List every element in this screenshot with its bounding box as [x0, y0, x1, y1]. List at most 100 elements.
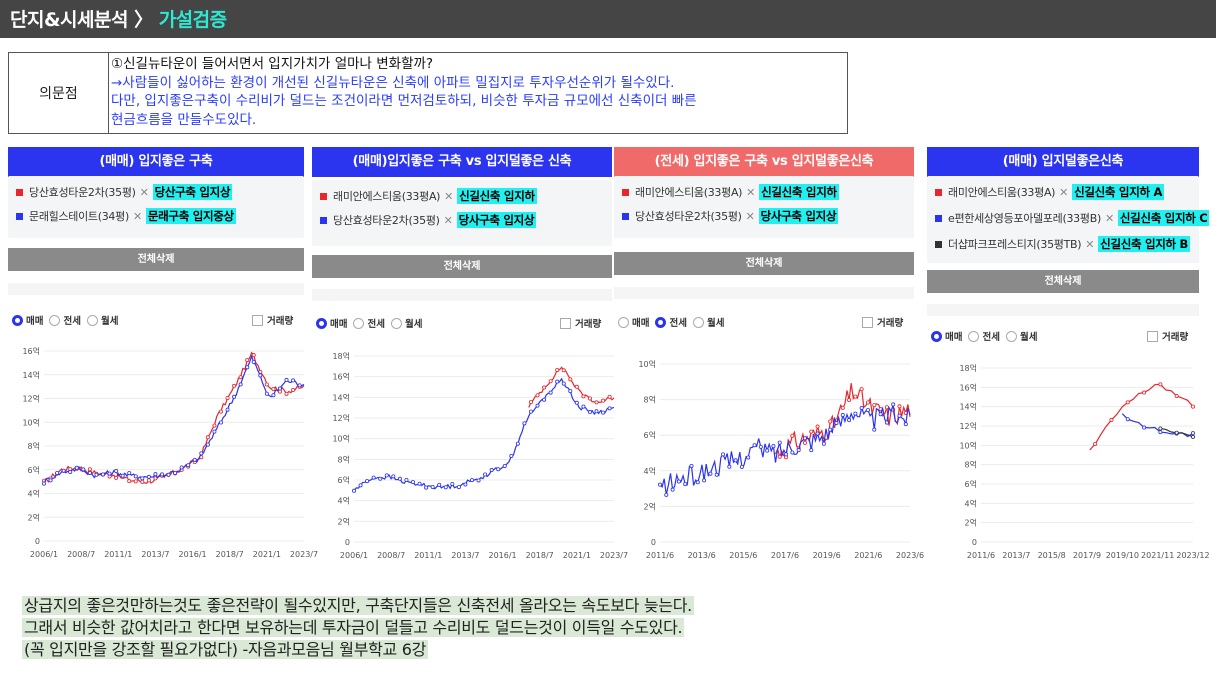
data-point: [107, 471, 112, 476]
checkbox-box[interactable]: [862, 316, 873, 328]
remove-icon[interactable]: ✕: [132, 209, 142, 223]
trade-type-radio-group: 매매 전세 월세: [612, 315, 724, 329]
data-point: [561, 381, 566, 386]
x-tick-label: 2008/7: [377, 551, 405, 560]
radio-button[interactable]: [390, 317, 402, 329]
data-point: [535, 393, 540, 398]
remove-icon[interactable]: ✕: [443, 213, 453, 227]
panel-title: (매매) 입지좋은 구축: [8, 147, 304, 177]
checkbox-box[interactable]: [560, 317, 571, 329]
complex-name: 래미안에스티움(33평A): [635, 186, 743, 199]
data-point: [587, 396, 592, 401]
radio-button[interactable]: [353, 317, 365, 329]
remove-icon[interactable]: ✕: [444, 189, 454, 203]
data-point: [607, 406, 612, 411]
complex-tag: 신길신축 입지하 C: [1117, 210, 1210, 226]
radio-button[interactable]: [316, 317, 327, 329]
radio-button[interactable]: [692, 316, 704, 328]
data-point: [765, 448, 770, 453]
x-tick-label: 2008/7: [67, 550, 95, 559]
radio-button[interactable]: [968, 330, 980, 342]
data-point: [87, 470, 92, 475]
radio-button[interactable]: [1005, 330, 1017, 342]
radio-label: 전세: [982, 332, 1000, 343]
price-chart: 10억 8억 6억 4억 2억 0 2011/6 2013/6 2015/6 2017/6 2019…: [638, 359, 924, 560]
data-point: [847, 418, 852, 423]
x-tick-label: 2019/6: [813, 551, 841, 560]
note-line-3: (꼭 입지만을 강조할 필요가없다) -자음과모음님 월부학교 6강: [22, 640, 429, 659]
complex-tag: 신길신축 입지하: [759, 184, 839, 200]
page-header: 단지&시세분석 〉 가설검증: [0, 0, 1216, 38]
data-point: [384, 473, 389, 478]
data-point: [727, 464, 732, 469]
y-tick-label: 2억: [644, 501, 656, 511]
delete-all-button[interactable]: 전체삭제: [312, 255, 612, 278]
radio-label: 월세: [404, 319, 423, 330]
delete-all-button[interactable]: 전체삭제: [927, 270, 1199, 293]
conclusion-note: 상급지의 좋은것만하는것도 좋은전략이 될수있지만, 구축단지들은 신축전세 올…: [22, 595, 694, 661]
remove-icon[interactable]: ✕: [139, 185, 149, 199]
radio-button[interactable]: [655, 316, 667, 328]
x-tick-label: 2023/7: [600, 551, 628, 560]
delete-all-button[interactable]: 전체삭제: [8, 248, 304, 271]
volume-checkbox[interactable]: 거래량: [560, 316, 601, 330]
data-point: [94, 472, 99, 477]
remove-icon[interactable]: ✕: [745, 209, 755, 223]
data-point: [146, 478, 151, 483]
x-tick-label: 2019/10: [1106, 551, 1139, 560]
series-color-marker: [320, 192, 327, 200]
y-tick-label: 2억: [338, 516, 350, 526]
complex-item: 래미안에스티움(33평A) ✕ 신길신축 입지하 A: [935, 184, 1165, 200]
complex-tag: 당사구축 입지상: [456, 212, 537, 228]
data-point: [897, 404, 902, 409]
complex-name: 당산효성타운2차(35평): [333, 214, 440, 227]
delete-all-button[interactable]: 전체삭제: [614, 252, 914, 275]
checkbox-box[interactable]: [1147, 330, 1158, 342]
radio-button[interactable]: [931, 330, 942, 342]
radio-button[interactable]: [49, 314, 61, 326]
volume-checkbox[interactable]: 거래량: [862, 315, 903, 329]
remove-icon[interactable]: ✕: [1085, 237, 1095, 251]
data-point: [828, 427, 833, 432]
y-tick-label: 6억: [28, 465, 40, 475]
data-point: [1190, 434, 1195, 439]
radio-label: 전세: [669, 318, 687, 329]
remove-icon[interactable]: ✕: [746, 185, 756, 199]
trade-type-radio-group: 매매 전세 월세: [6, 313, 118, 327]
data-point: [74, 465, 79, 470]
checkbox-box[interactable]: [252, 314, 263, 326]
question-box: 의문점 ①신길뉴타운이 들어서면서 입지가치가 얼마나 변화할까? →사람들이 …: [8, 52, 848, 134]
radio-button[interactable]: [12, 314, 23, 326]
series-color-marker: [622, 188, 629, 196]
data-point: [127, 471, 132, 476]
data-point: [232, 383, 237, 388]
data-point: [1190, 431, 1195, 436]
question-line-3: 다만, 입지좋은구축이 수리비가 덜드는 조건이라면 먼저검토하되, 비슷한 투…: [111, 93, 697, 109]
checkbox-label: 거래량: [877, 318, 904, 329]
data-point: [114, 475, 119, 480]
x-tick-label: 2006/1: [30, 550, 58, 559]
y-tick-label: 12억: [959, 421, 977, 431]
data-point: [561, 368, 566, 373]
radio-button[interactable]: [86, 314, 98, 326]
data-point: [689, 463, 694, 468]
volume-checkbox[interactable]: 거래량: [252, 313, 293, 327]
remove-icon[interactable]: ✕: [1104, 211, 1114, 225]
complex-tag: 당산구축 입지상: [152, 184, 233, 200]
data-point: [404, 478, 409, 483]
data-point: [238, 382, 243, 387]
checkbox-label: 거래량: [267, 316, 294, 327]
data-point: [601, 398, 606, 403]
data-point: [1158, 382, 1163, 387]
volume-checkbox[interactable]: 거래량: [1147, 329, 1188, 343]
complex-item: 당산효성타운2차(35평) ✕ 당사구축 입지상: [622, 208, 839, 224]
question-line-2: →사람들이 싫어하는 환경이 개선된 신길뉴타운은 신축에 아파트 밀집지로 투…: [111, 74, 675, 91]
data-point: [212, 429, 217, 434]
remove-icon[interactable]: ✕: [1059, 185, 1069, 199]
data-point: [186, 463, 191, 468]
panel-divider: [8, 283, 304, 295]
trade-type-radio-group: 매매 전세 월세: [925, 329, 1037, 343]
data-point: [251, 353, 256, 358]
data-point: [815, 424, 820, 429]
radio-button[interactable]: [618, 316, 629, 328]
